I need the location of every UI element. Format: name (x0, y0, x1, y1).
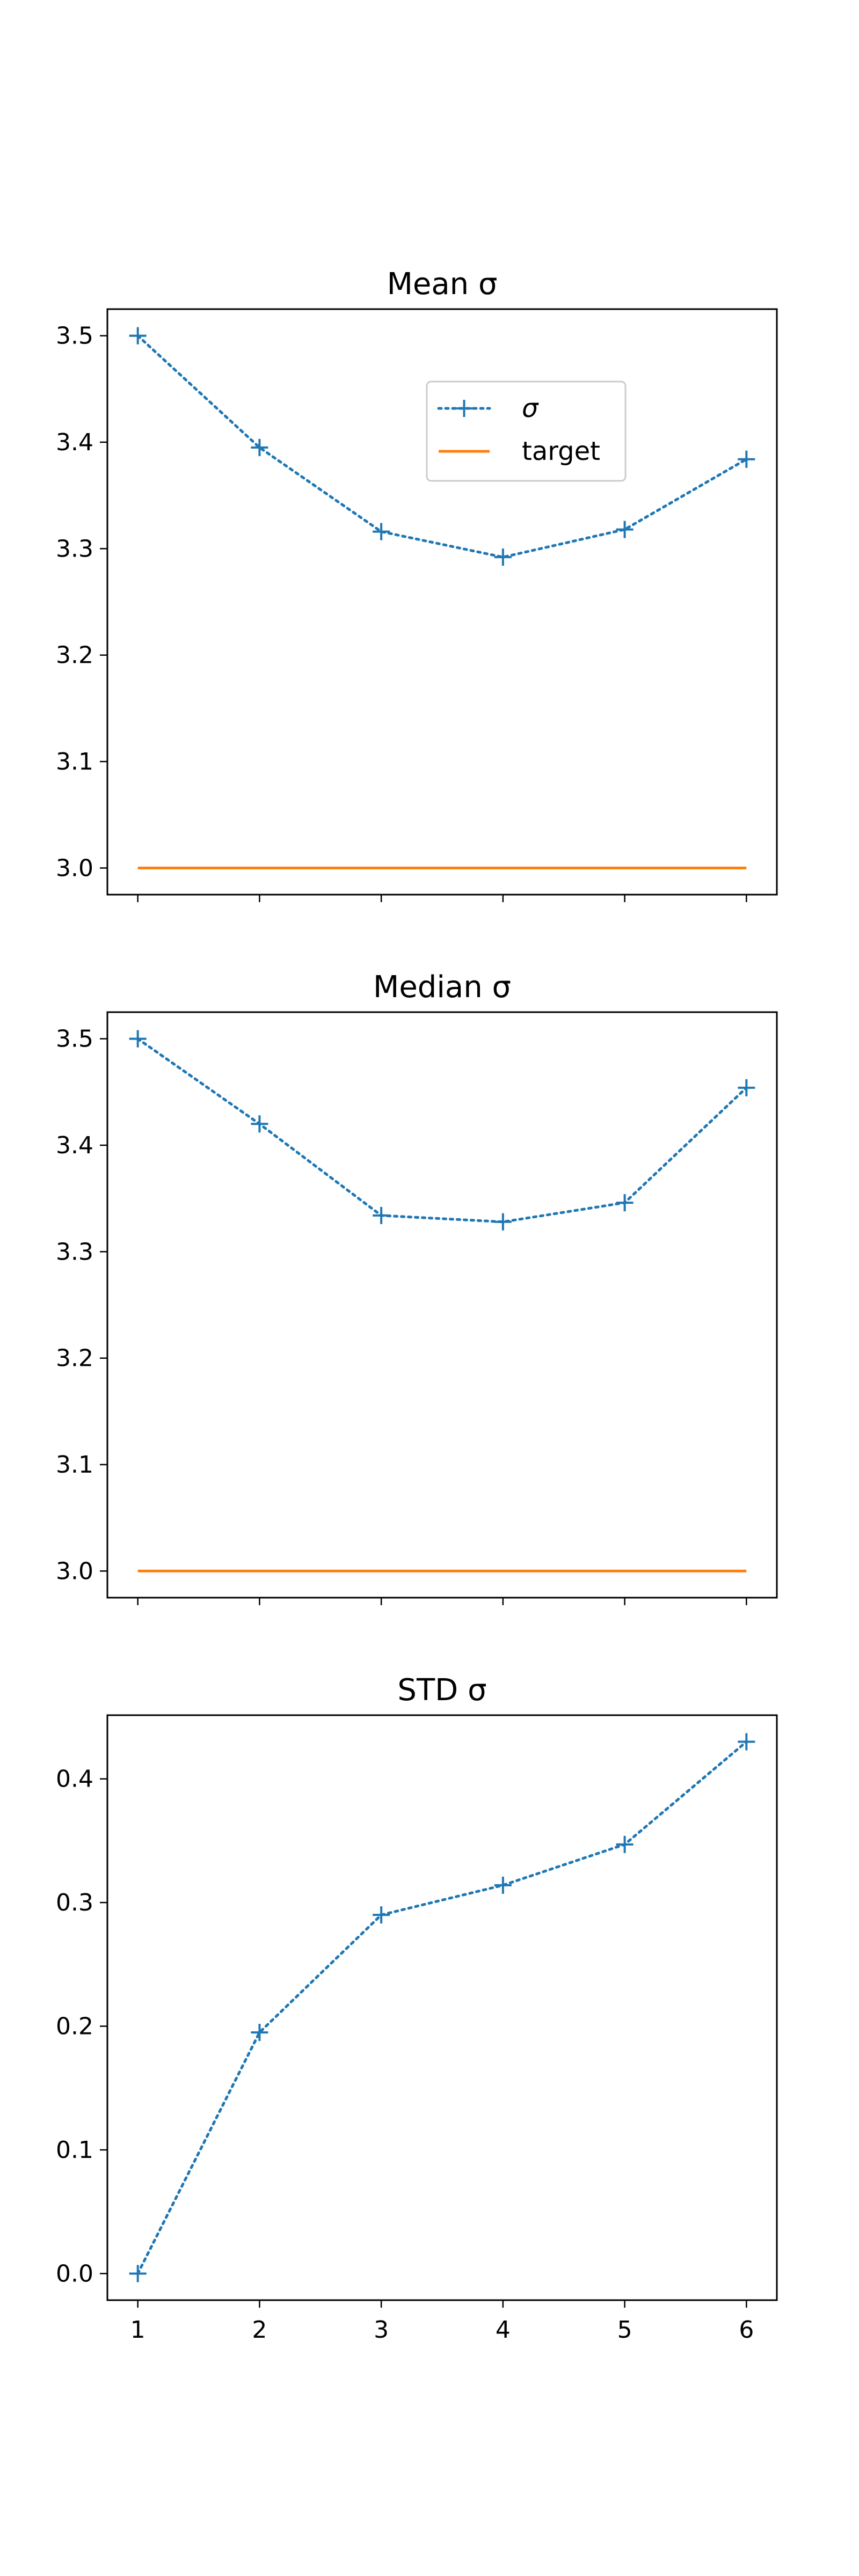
data-point-sigma-2 (251, 1115, 268, 1133)
y-tick-label: 3.5 (56, 1026, 93, 1053)
legend: σ target (426, 380, 627, 482)
series-line-sigma (136, 1037, 748, 1224)
data-point-sigma-4 (494, 1876, 512, 1894)
chart-title: Median σ (373, 970, 511, 1005)
chart-panel-1: Mean σ 3.0 3.1 3.2 3.3 3.4 3.5 σ target (56, 267, 778, 902)
y-tick-label: 0.4 (56, 1766, 93, 1793)
data-point-sigma-6 (738, 450, 755, 468)
series-line-sigma (136, 334, 748, 559)
y-tick-label: 3.2 (56, 642, 93, 669)
y-tick-label: 0.2 (56, 2013, 93, 2040)
data-point-sigma-3 (373, 1206, 390, 1224)
y-tick-label: 0.0 (56, 2260, 93, 2287)
data-point-sigma-3 (373, 1906, 390, 1924)
legend-label-sigma: σ (522, 393, 539, 423)
legend-box (426, 380, 627, 482)
x-tick-label: 3 (374, 2316, 389, 2344)
x-tick-label: 1 (130, 2316, 145, 2344)
data-point-sigma-5 (616, 1194, 634, 1212)
legend-marker-sigma (455, 400, 473, 417)
axes-frame (106, 1011, 778, 1599)
x-tick-label: 2 (252, 2316, 267, 2344)
y-tick-label: 3.4 (56, 429, 93, 456)
data-point-sigma-5 (616, 521, 634, 538)
data-point-sigma-6 (738, 1079, 755, 1096)
y-tick-label: 3.0 (56, 854, 93, 882)
data-point-sigma-3 (373, 523, 390, 540)
y-tick-label: 3.0 (56, 1557, 93, 1585)
legend-label-target: target (522, 436, 600, 466)
chart-title: STD σ (397, 1673, 486, 1708)
data-point-sigma-6 (738, 1733, 755, 1751)
y-tick-label: 3.4 (56, 1132, 93, 1159)
data-point-sigma-5 (616, 1835, 634, 1853)
data-point-sigma-2 (251, 438, 268, 456)
y-tick-label: 3.5 (56, 323, 93, 350)
x-tick-label: 4 (496, 2316, 511, 2344)
x-tick-label: 5 (617, 2316, 632, 2344)
series-line-sigma (136, 1740, 748, 2275)
x-tick-label: 6 (739, 2316, 754, 2344)
y-tick-label: 3.1 (56, 1451, 93, 1479)
y-tick-label: 0.3 (56, 1889, 93, 1916)
y-tick-label: 3.3 (56, 535, 93, 562)
chart-panel-3: STD σ 0.0 0.1 0.2 0.3 0.4 1 2 3 4 5 6 (56, 1673, 778, 2344)
chart-title: Mean σ (387, 267, 498, 302)
chart-panel-2: Median σ 3.0 3.1 3.2 3.3 3.4 3.5 (56, 970, 778, 1605)
y-tick-label: 3.1 (56, 748, 93, 775)
data-point-sigma-1 (129, 1030, 147, 1048)
data-point-sigma-4 (494, 1213, 512, 1231)
y-tick-label: 3.3 (56, 1238, 93, 1265)
y-tick-label: 0.1 (56, 2136, 93, 2164)
data-point-sigma-1 (129, 327, 147, 345)
axes-frame (106, 1714, 778, 2301)
axes-frame (106, 308, 778, 896)
data-point-sigma-1 (129, 2265, 147, 2282)
data-point-sigma-2 (251, 2024, 268, 2041)
y-tick-label: 3.2 (56, 1345, 93, 1372)
data-point-sigma-4 (494, 548, 512, 566)
